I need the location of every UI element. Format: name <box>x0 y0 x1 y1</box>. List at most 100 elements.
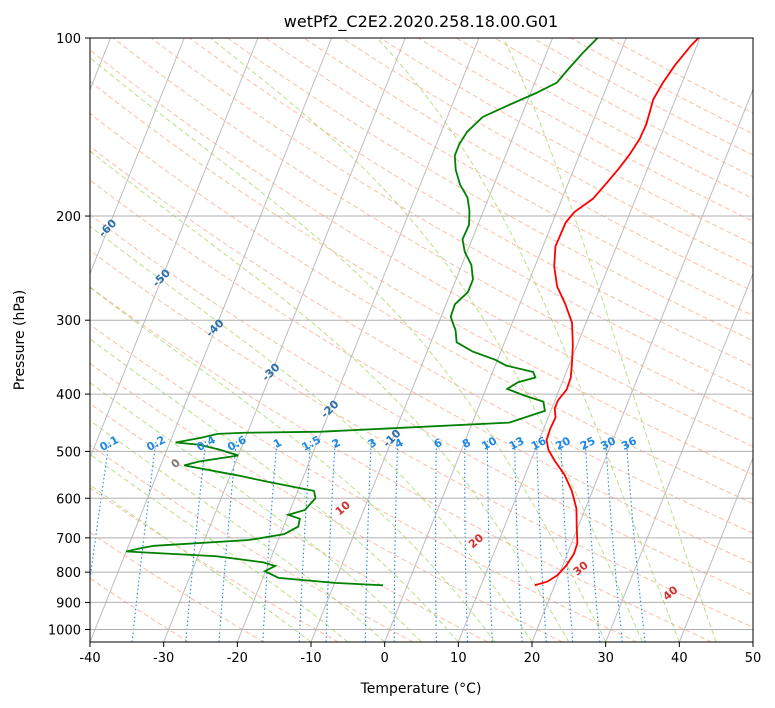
dry-adiabat-line <box>90 324 638 642</box>
moist-adiabat-line <box>210 38 643 642</box>
dry-adiabat-line <box>570 38 753 135</box>
isotherm-line <box>678 456 753 642</box>
dry-adiabat-line <box>90 487 339 642</box>
mixing-ratio-line <box>90 440 110 584</box>
chart-title: wetPf2_C2E2.2020.258.18.00.G01 <box>284 12 558 32</box>
isotherm-line <box>236 38 480 642</box>
isotherm-line <box>531 88 753 642</box>
x-axis-label: Temperature (°C) <box>360 681 482 697</box>
y-tick-label: 1000 <box>48 623 81 638</box>
x-tick-label: -10 <box>300 651 321 666</box>
isotherm-line <box>384 38 627 642</box>
moist-adiabat-label: 30 <box>571 558 591 578</box>
mixing-ratio-line <box>605 440 623 642</box>
dry-adiabat-line <box>341 38 753 268</box>
x-tick-label: -20 <box>227 651 248 666</box>
moist-adiabat-line <box>90 338 459 642</box>
y-axis-ticks: 100 200 300 400 500 600 700 800 900 1000 <box>48 32 90 638</box>
moist-adiabat-line <box>90 56 607 642</box>
moist-adiabat-line <box>90 484 312 642</box>
mixing-ratio-line <box>185 440 207 642</box>
y-tick-label: 800 <box>56 566 81 581</box>
x-tick-label: 10 <box>450 651 467 666</box>
x-tick-label: 50 <box>745 651 762 666</box>
isotherm-line <box>90 38 333 642</box>
x-tick-label: 30 <box>597 651 614 666</box>
moist-adiabat-line <box>90 225 533 642</box>
mixing-ratio-label: 25 <box>578 434 598 453</box>
dry-adiabat-line <box>150 38 753 393</box>
isotherm-line <box>90 38 259 460</box>
dry-adiabat-line <box>90 179 753 565</box>
mixing-ratio-line <box>298 440 312 642</box>
plot-frame <box>89 37 754 643</box>
isotherm-line <box>605 272 753 642</box>
mixing-ratio-label: 20 <box>553 434 573 453</box>
mixing-ratio-label: 0.1 <box>97 433 120 454</box>
y-tick-label: 100 <box>56 32 81 47</box>
moist-adiabat-label: 10 <box>333 498 353 518</box>
y-tick-label: 400 <box>56 388 81 403</box>
moist-adiabat-label: 20 <box>466 531 486 551</box>
plot-area: -100-90-80-70-60-50-40-30-20-100.10.20.4… <box>0 38 753 642</box>
dry-adiabat-line <box>90 444 414 642</box>
mixing-ratio-label: 1 <box>271 436 284 451</box>
mixing-ratio-label: 13 <box>507 434 527 453</box>
moist-adiabat-line <box>90 420 386 642</box>
mixing-ratio-label: 36 <box>619 434 639 453</box>
line-labels: -100-90-80-70-60-50-40-30-20-100.10.20.4… <box>0 133 681 603</box>
x-tick-label: 20 <box>524 651 541 666</box>
isotherm-label: -60 <box>96 216 119 239</box>
mixing-ratio-line <box>514 440 523 642</box>
isotherms <box>90 38 753 642</box>
mixing-ratio-line <box>560 440 574 642</box>
dry-adiabat-line <box>90 403 488 642</box>
isotherm-label: -70 <box>39 174 62 197</box>
moist-adiabat-line <box>90 453 349 642</box>
dewpoint-profile <box>126 38 599 587</box>
isotherm-label: -50 <box>150 266 173 289</box>
moist-adiabat-line <box>90 287 496 642</box>
moist-adiabat-line <box>90 150 570 642</box>
dry-adiabat-line <box>532 38 753 156</box>
y-tick-label: 300 <box>56 314 81 329</box>
dry-adiabat-line <box>265 38 753 317</box>
mixing-ratio-line <box>131 440 157 642</box>
y-axis-label: Pressure (hPa) <box>12 290 28 390</box>
moist-adiabat-line <box>376 38 680 642</box>
mixing-ratio-line <box>364 440 372 642</box>
moist-adiabat-line <box>90 382 422 642</box>
mixing-ratio-label: 2 <box>330 436 343 451</box>
dry-adiabat-line <box>90 362 563 642</box>
dry-adiabat-line <box>90 112 753 505</box>
isotherm-line <box>90 38 185 276</box>
x-tick-label: -30 <box>153 651 174 666</box>
isotherm-label: -30 <box>259 360 282 383</box>
y-tick-label: 200 <box>56 210 81 225</box>
dry-adiabat-line <box>227 38 753 342</box>
dry-adiabat-line <box>90 286 712 642</box>
dry-adiabat-line <box>189 38 753 367</box>
isotherm-line <box>310 38 554 642</box>
mixing-ratio-line <box>434 440 437 642</box>
isotherm-label: -80 <box>0 133 5 156</box>
mixing-ratio-line <box>464 440 469 642</box>
mixing-ratio-label: 6 <box>432 436 445 451</box>
mixing-ratio-line <box>262 440 278 642</box>
x-axis-ticks: -40 -30 -20 -10 0 10 20 30 40 50 <box>79 642 761 666</box>
dry-adiabats <box>90 38 753 642</box>
mixing-ratio-label: 0.6 <box>225 433 249 454</box>
dry-adiabat-line <box>608 38 753 114</box>
mixing-ratio-line <box>325 440 336 642</box>
isotherm-line <box>163 38 406 642</box>
temperature-profile <box>534 38 700 587</box>
dry-adiabat-line <box>90 531 264 642</box>
dry-adiabat-line <box>303 38 753 292</box>
mixing-ratio-label: 10 <box>479 434 499 453</box>
sounding-profiles <box>126 38 700 587</box>
y-tick-label: 700 <box>56 532 81 547</box>
x-tick-label: 0 <box>381 651 389 666</box>
mixing-ratio-line <box>625 440 646 642</box>
y-tick-label: 900 <box>56 596 81 611</box>
